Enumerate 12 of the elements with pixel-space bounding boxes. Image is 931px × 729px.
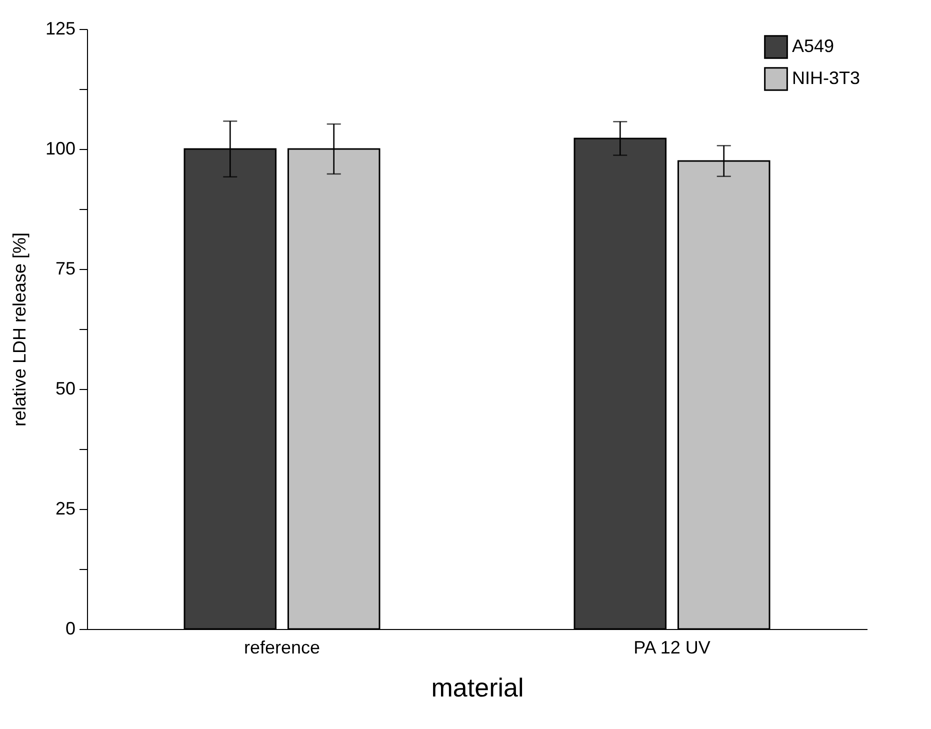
legend-label: NIH-3T3 (792, 68, 860, 88)
x-tick-label: PA 12 UV (634, 638, 710, 658)
x-tick-label: reference (244, 638, 320, 658)
y-axis-title: relative LDH release [%] (9, 232, 30, 427)
x-axis-title: material (431, 672, 524, 702)
y-tick-label: 75 (55, 258, 76, 278)
y-tick-label: 25 (55, 498, 76, 518)
y-tick-label: 0 (65, 618, 76, 638)
legend-label: A549 (792, 36, 834, 56)
y-tick-label: 100 (45, 138, 76, 158)
y-tick-label: 125 (45, 18, 76, 38)
y-tick-label: 50 (55, 378, 76, 398)
